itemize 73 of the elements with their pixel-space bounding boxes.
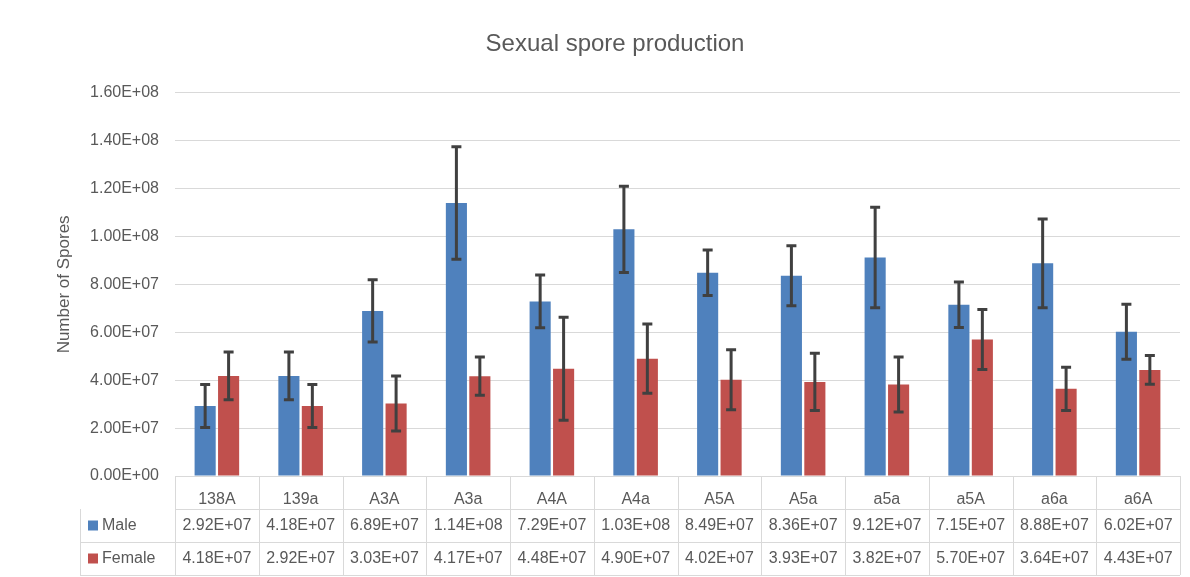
bar: [636, 358, 658, 476]
data-label: 7.15E+07: [936, 515, 1006, 533]
data-label: 3.03E+07: [349, 548, 419, 566]
data-label: 7.29E+07: [517, 515, 587, 533]
data-label: 6.89E+07: [349, 515, 419, 533]
y-tick-label: 1.00E+08: [90, 226, 160, 244]
bar: [948, 304, 970, 476]
y-tick-label: 0.00E+00: [90, 466, 160, 484]
data-label: 4.43E+07: [1103, 548, 1173, 566]
bar: [971, 339, 993, 476]
bar: [445, 202, 467, 476]
bar: [1139, 369, 1161, 476]
y-tick-label: 6.00E+07: [90, 322, 160, 340]
x-tick-label: A5a: [788, 490, 818, 508]
x-tick-label: A3A: [369, 490, 400, 508]
y-tick-label: 1.40E+08: [90, 131, 160, 149]
bar: [301, 406, 323, 476]
bar: [1055, 388, 1077, 476]
data-label: 1.14E+08: [433, 515, 503, 533]
bar: [553, 368, 575, 476]
x-tick-label: A3a: [453, 490, 483, 508]
bar: [780, 275, 802, 476]
x-tick-label: a6a: [1041, 490, 1068, 508]
data-label: 3.93E+07: [768, 548, 838, 566]
legend-label: Female: [102, 548, 156, 566]
x-tick-label: A4a: [621, 490, 650, 508]
x-tick-label: A4A: [536, 490, 568, 508]
x-tick-label: 138A: [198, 490, 236, 508]
y-tick-label: 8.00E+07: [90, 274, 160, 292]
x-tick-label: 139a: [282, 490, 319, 508]
bar: [362, 310, 384, 476]
data-label: 9.12E+07: [852, 515, 922, 533]
bar: [864, 257, 886, 476]
data-label: 4.48E+07: [517, 548, 587, 566]
bar: [1115, 331, 1137, 476]
data-label: 8.49E+07: [684, 515, 754, 533]
y-axis-title: Number of Spores: [53, 215, 73, 354]
data-label: 5.70E+07: [936, 548, 1006, 566]
bar: [529, 301, 551, 476]
y-tick-label: 2.00E+07: [90, 418, 160, 436]
bar: [697, 272, 719, 476]
data-label: 1.03E+08: [601, 515, 671, 533]
y-tick-label: 4.00E+07: [90, 370, 160, 388]
data-label: 3.64E+07: [1019, 548, 1089, 566]
bar: [278, 375, 300, 476]
bar: [218, 375, 240, 476]
bar: [1032, 263, 1054, 476]
x-tick-label: A5A: [704, 490, 735, 508]
data-label: 2.92E+07: [182, 515, 252, 533]
x-tick-label: a5A: [956, 490, 986, 508]
x-tick-label: a5a: [873, 490, 901, 508]
chart-title: Sexual spore production: [485, 29, 745, 57]
data-label: 2.92E+07: [266, 548, 336, 566]
data-label: 8.88E+07: [1019, 515, 1089, 533]
data-label: 8.36E+07: [768, 515, 838, 533]
bar: [888, 384, 910, 476]
bar: [720, 379, 742, 476]
legend-label: Male: [102, 515, 137, 533]
data-label: 4.90E+07: [601, 548, 671, 566]
bar: [469, 376, 491, 476]
bar: [194, 406, 216, 476]
y-tick-label: 1.60E+08: [90, 83, 160, 101]
data-label: 4.17E+07: [433, 548, 503, 566]
x-tick-label: a6A: [1123, 490, 1153, 508]
data-label: 4.02E+07: [684, 548, 754, 566]
bar: [613, 229, 635, 476]
data-label: 4.18E+07: [266, 515, 336, 533]
data-label: 6.02E+07: [1103, 515, 1173, 533]
y-tick-label: 1.20E+08: [90, 179, 160, 197]
data-label: 3.82E+07: [852, 548, 922, 566]
bar: [385, 403, 407, 476]
data-label: 4.18E+07: [182, 548, 252, 566]
bar: [804, 381, 826, 476]
